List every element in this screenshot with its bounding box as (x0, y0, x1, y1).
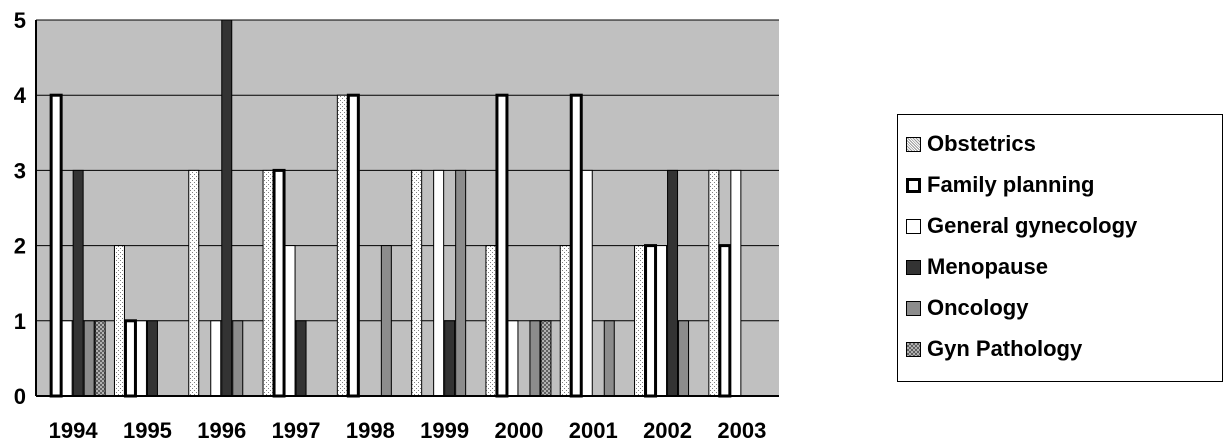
bar-obstetrics (188, 169, 200, 397)
bar-general-gynecology (581, 169, 593, 397)
bar-oncology (455, 169, 467, 397)
y-tick-labels: 0 1 2 3 4 5 (14, 8, 27, 409)
legend-swatch (906, 218, 921, 234)
bar-general-gynecology (61, 320, 73, 397)
bar-general-gynecology (730, 169, 742, 397)
bar-obstetrics (559, 245, 571, 397)
bar-menopause (444, 320, 456, 397)
bar-chart: 0 1 2 3 4 5 1994 1995 1996 1997 1998 1999 2000 2001 2… (14, 8, 779, 443)
bar-general-gynecology (656, 245, 668, 397)
bar-menopause (146, 320, 158, 397)
bar-general-gynecology (210, 320, 222, 397)
x-tick-label: 2002 (643, 418, 692, 443)
y-tick-label: 4 (14, 83, 27, 108)
legend-item: Family planning (906, 170, 1094, 200)
y-tick-label: 5 (14, 8, 26, 33)
legend-label: Family planning (927, 172, 1095, 197)
y-tick-label: 1 (14, 309, 26, 334)
bar-oncology (603, 320, 615, 397)
x-tick-label: 2000 (494, 418, 543, 443)
x-tick-label: 1995 (123, 418, 172, 443)
y-tick-label: 3 (14, 158, 26, 183)
legend-item: Gyn Pathology (906, 334, 1082, 364)
bar-family-planning (644, 244, 658, 398)
x-tick-labels: 1994 1995 1996 1997 1998 1999 2000 2001 2002 2003 (49, 418, 767, 443)
legend-item: Obstetrics (906, 129, 1036, 159)
bar-general-gynecology (135, 320, 147, 397)
bar-general-gynecology (284, 245, 296, 397)
bar-obstetrics (262, 169, 274, 397)
bar-menopause (221, 19, 233, 397)
bar-oncology (380, 245, 392, 397)
bar-family-planning (49, 93, 63, 398)
x-tick-label: 2003 (717, 418, 766, 443)
bar-family-planning (569, 93, 583, 398)
bar-general-gynecology (507, 320, 519, 397)
bar-gyn-pathology (540, 320, 552, 397)
bar-general-gynecology (433, 169, 445, 397)
bar-menopause (667, 169, 679, 397)
bar-obstetrics (708, 169, 720, 397)
legend-label: Gyn Pathology (927, 336, 1083, 361)
bar-menopause (72, 169, 84, 397)
bar-obstetrics (411, 169, 423, 397)
legend-label: Oncology (927, 295, 1029, 320)
bar-obstetrics (113, 245, 125, 397)
bar-obstetrics (485, 245, 497, 397)
legend-label: Menopause (927, 254, 1049, 279)
x-tick-label: 1994 (49, 418, 99, 443)
legend-swatch (906, 300, 921, 316)
bar-family-planning (718, 244, 732, 398)
legend-swatch (906, 177, 921, 193)
x-tick-label: 1996 (197, 418, 246, 443)
bar-gyn-pathology (94, 320, 106, 397)
bar-obstetrics (336, 94, 348, 397)
legend-item: Oncology (906, 293, 1028, 323)
y-tick-label: 2 (14, 234, 26, 259)
x-tick-label: 1999 (420, 418, 469, 443)
legend-label: Obstetrics (927, 131, 1036, 156)
bar-family-planning (495, 93, 509, 398)
x-tick-label: 1997 (272, 418, 321, 443)
bar-oncology (678, 320, 690, 397)
legend-swatch (906, 136, 921, 152)
y-tick-label: 0 (14, 384, 26, 409)
bar-menopause (295, 320, 307, 397)
legend-item: Menopause (906, 252, 1048, 282)
legend-swatch (906, 259, 921, 275)
x-tick-label: 2001 (569, 418, 618, 443)
legend-label: General gynecology (927, 213, 1138, 238)
bar-family-planning (123, 319, 137, 398)
legend-item: General gynecology (906, 211, 1137, 241)
bar-oncology (232, 320, 244, 397)
legend-swatch (906, 341, 921, 357)
bar-oncology (83, 320, 95, 397)
legend: Obstetrics Family planning General gynecol… (897, 114, 1223, 382)
bar-family-planning (346, 93, 360, 398)
bar-family-planning (272, 168, 286, 398)
bar-oncology (529, 320, 541, 397)
bar-obstetrics (634, 245, 646, 397)
x-tick-label: 1998 (346, 418, 395, 443)
